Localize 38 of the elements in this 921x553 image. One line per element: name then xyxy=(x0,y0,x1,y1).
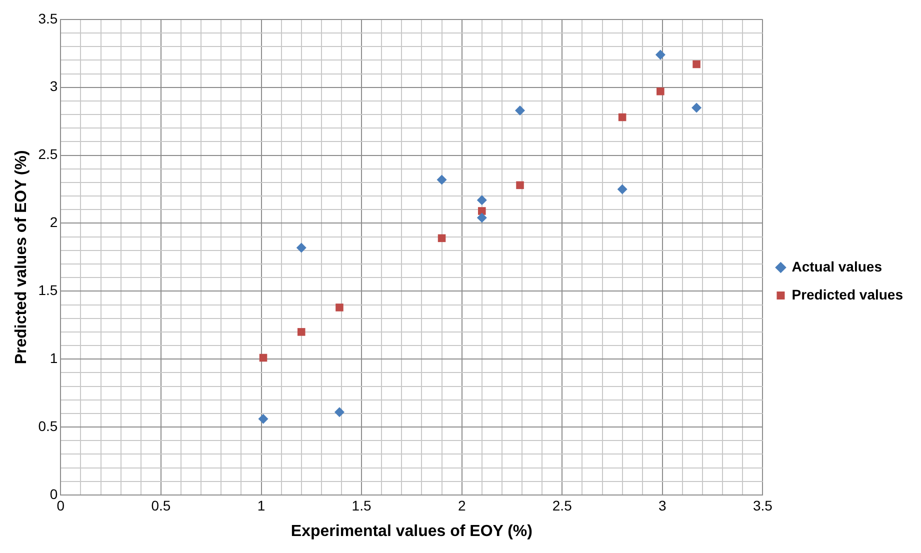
point xyxy=(692,60,700,68)
y-tick-label: 0 xyxy=(50,486,58,502)
point xyxy=(618,113,626,122)
point xyxy=(617,184,628,194)
point xyxy=(296,242,306,253)
y-tick-label: 3 xyxy=(50,78,58,94)
point xyxy=(297,328,306,336)
y-tick-label: 1.5 xyxy=(38,282,58,298)
x-tick-label: 2.5 xyxy=(552,497,572,514)
point xyxy=(436,174,447,185)
point xyxy=(336,304,344,312)
x-axis-title: Experimental values of EOY (%) xyxy=(290,522,532,540)
point xyxy=(259,354,268,362)
point xyxy=(476,195,487,206)
legend-label: Actual values xyxy=(792,258,882,274)
point xyxy=(334,407,344,418)
point xyxy=(258,414,268,424)
y-tick-label: 0.5 xyxy=(38,418,58,434)
x-tick-label: 1 xyxy=(257,497,266,514)
x-tick-label: 0.5 xyxy=(151,497,171,514)
point xyxy=(515,105,526,116)
point xyxy=(655,50,666,60)
point xyxy=(692,102,702,113)
x-tick-label: 2 xyxy=(458,497,466,514)
legend-label: Predicted values xyxy=(792,286,904,302)
point xyxy=(438,234,446,242)
point xyxy=(516,181,524,190)
y-tick-label: 3.5 xyxy=(38,10,58,26)
x-tick-label: 1.5 xyxy=(352,497,372,514)
x-tick-label: 3.5 xyxy=(752,497,773,514)
point xyxy=(478,207,486,215)
x-tick-label: 3 xyxy=(658,497,667,514)
y-axis-title: Predicted values of EOY (%) xyxy=(13,150,30,364)
point xyxy=(656,88,664,96)
point xyxy=(476,212,487,223)
y-tick-label: 2.5 xyxy=(38,146,58,162)
y-tick-label: 1 xyxy=(50,350,58,366)
y-tick-label: 2 xyxy=(50,214,58,230)
